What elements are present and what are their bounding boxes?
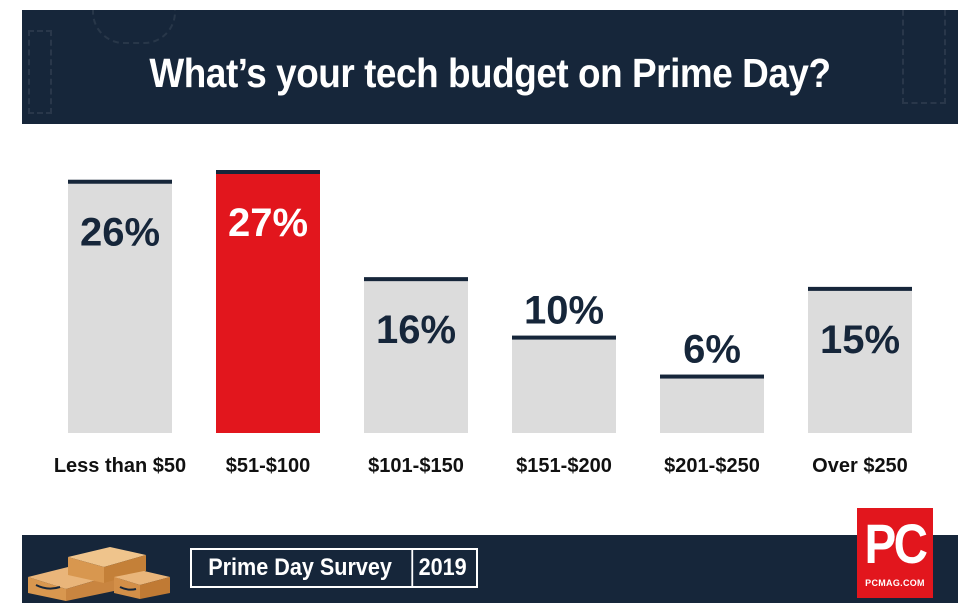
survey-year: 2019: [411, 550, 472, 586]
bar: [216, 170, 320, 433]
chart-title: What’s your tech budget on Prime Day?: [149, 50, 831, 96]
bar: [68, 179, 172, 433]
footer-banner: Prime Day Survey 2019: [22, 535, 958, 603]
category-label: $51-$100: [226, 455, 311, 477]
category-label: $101-$150: [368, 455, 464, 477]
value-label: 15%: [820, 318, 900, 362]
category-label: $201-$250: [664, 455, 760, 477]
bar-cap: [512, 335, 616, 340]
bar: [364, 277, 468, 433]
bar-cap: [660, 374, 764, 379]
value-label: 10%: [524, 289, 604, 333]
pcmag-logo: PC PCMAG.COM: [857, 508, 933, 598]
amazon-boxes-icon: [28, 547, 170, 601]
value-label: 27%: [228, 201, 308, 245]
bar-cap: [364, 277, 468, 282]
category-label: $151-$200: [516, 455, 612, 477]
survey-label-box: Prime Day Survey 2019: [190, 548, 478, 588]
value-label: 26%: [80, 211, 160, 255]
bar-cap: [808, 286, 912, 291]
category-label: Over $250: [812, 455, 908, 477]
value-label: 6%: [683, 328, 741, 372]
survey-label: Prime Day Survey: [208, 554, 392, 581]
header-decoration: [902, 10, 946, 104]
header-banner: What’s your tech budget on Prime Day?: [22, 10, 958, 124]
pcmag-logo-letters: PC: [864, 512, 928, 575]
header-decoration: [28, 30, 52, 114]
pcmag-logo-subtitle: PCMAG.COM: [865, 578, 925, 588]
bar: [808, 286, 912, 433]
bar-cap: [68, 179, 172, 184]
bar-cap: [216, 170, 320, 174]
value-label: 16%: [376, 308, 456, 352]
bar: [512, 335, 616, 433]
bar: [660, 374, 764, 433]
category-label: Less than $50: [54, 455, 186, 477]
